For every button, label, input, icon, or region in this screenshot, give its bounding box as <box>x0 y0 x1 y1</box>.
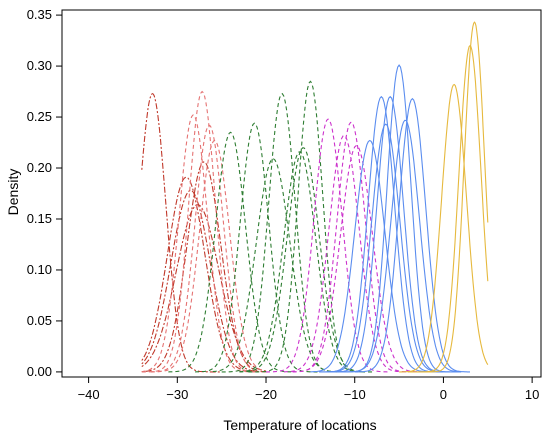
density-curve <box>141 161 258 373</box>
density-curve <box>399 83 489 373</box>
x-axis-title: Temperature of locations <box>223 417 376 433</box>
density-curve <box>319 95 444 373</box>
y-tick-label: 0.30 <box>27 58 52 73</box>
density-curve <box>141 92 222 373</box>
density-curve <box>141 114 258 373</box>
density-curve <box>141 189 266 373</box>
density-curve <box>319 123 444 373</box>
x-tick-label: 0 <box>440 387 447 402</box>
density-curve <box>292 121 417 373</box>
y-tick-label: 0.10 <box>27 262 52 277</box>
density-curve <box>354 97 470 373</box>
y-tick-label: 0.15 <box>27 211 52 226</box>
x-tick-label: −10 <box>344 387 366 402</box>
density-curve <box>328 95 453 373</box>
density-curve <box>239 147 364 373</box>
y-axis-title: Density <box>5 169 21 216</box>
density-curve <box>345 119 462 373</box>
density-curve <box>195 122 320 373</box>
plot-frame <box>61 9 542 378</box>
density-curve <box>248 80 373 373</box>
density-curve <box>266 118 391 373</box>
density-curve <box>283 134 408 373</box>
y-tick-label: 0.05 <box>27 313 52 328</box>
y-tick-label: 0.25 <box>27 109 52 124</box>
density-curve <box>239 151 364 373</box>
x-tick-label: −40 <box>78 387 100 402</box>
axes: −40 −30 −20 −10 0 10 0.00 0.05 0.10 0.15 0.20 0.25 0… <box>27 7 540 402</box>
density-curve <box>141 90 258 373</box>
density-curve <box>212 158 337 373</box>
density-curve <box>416 21 489 373</box>
density-curve <box>407 44 489 373</box>
y-tick-label: 0.00 <box>27 364 52 379</box>
x-tick-label: −20 <box>255 387 277 402</box>
density-curves <box>141 21 489 373</box>
x-tick-label: −30 <box>166 387 188 402</box>
density-curve <box>310 139 435 373</box>
density-curve <box>141 204 267 372</box>
x-tick-label: 10 <box>525 387 539 402</box>
y-tick-label: 0.35 <box>27 7 52 22</box>
density-curve <box>141 176 258 373</box>
density-curve <box>168 131 293 373</box>
y-tick-label: 0.20 <box>27 160 52 175</box>
density-curve <box>150 124 258 373</box>
density-curve <box>292 145 417 373</box>
density-curve <box>221 92 346 373</box>
